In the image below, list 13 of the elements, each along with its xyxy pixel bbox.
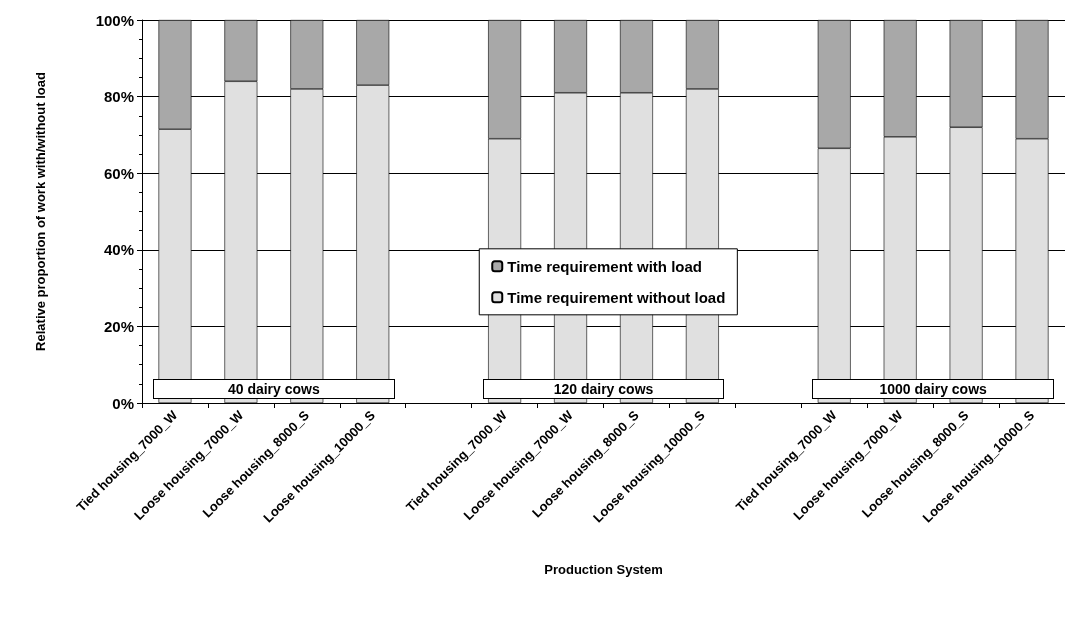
legend-label: Time requirement with load xyxy=(507,257,703,275)
y-tick-label: 20% xyxy=(103,317,134,335)
annotation: 1000 dairy cows xyxy=(879,381,987,397)
annotation: 40 dairy cows xyxy=(227,381,320,397)
annotation: 120 dairy cows xyxy=(553,381,654,397)
y-tick-label: 80% xyxy=(103,88,134,106)
y-tick-label: 60% xyxy=(103,164,134,182)
y-axis-title: Relative proportion of work with/without load xyxy=(33,72,48,351)
y-tick-label: 40% xyxy=(103,241,134,259)
x-axis-title: Production System xyxy=(544,562,663,577)
y-tick-label: 0% xyxy=(112,394,134,412)
y-tick-label: 100% xyxy=(95,11,134,29)
legend-label: Time requirement without load xyxy=(507,288,726,306)
